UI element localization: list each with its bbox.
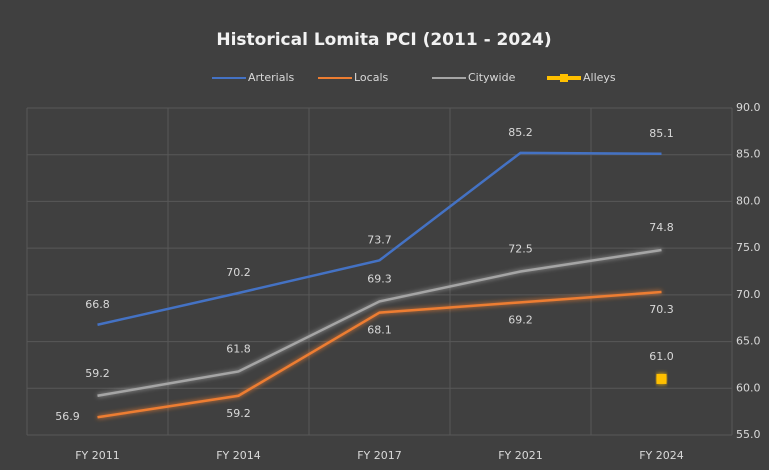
series-line bbox=[97, 290, 662, 419]
data-label: 70.2 bbox=[226, 266, 251, 279]
data-label: 61.8 bbox=[226, 342, 251, 355]
data-label: 72.5 bbox=[508, 243, 533, 256]
data-label: 61.0 bbox=[649, 350, 674, 363]
data-label: 74.8 bbox=[649, 221, 674, 234]
data-label: 59.2 bbox=[226, 407, 251, 420]
legend-label: Locals bbox=[354, 71, 389, 84]
series-line bbox=[97, 151, 662, 326]
series-line bbox=[97, 248, 662, 397]
data-label: 69.3 bbox=[367, 272, 392, 285]
data-label: 59.2 bbox=[85, 367, 110, 380]
y-tick-label: 85.0 bbox=[736, 148, 761, 161]
y-tick-label: 90.0 bbox=[736, 101, 761, 114]
chart-title: Historical Lomita PCI (2011 - 2024) bbox=[216, 30, 551, 50]
data-label: 56.9 bbox=[55, 410, 80, 423]
x-tick-label: FY 2021 bbox=[498, 449, 543, 462]
y-tick-label: 55.0 bbox=[736, 428, 761, 441]
x-tick-label: FY 2024 bbox=[639, 449, 684, 462]
data-label: 68.1 bbox=[367, 324, 392, 337]
marker bbox=[656, 373, 667, 384]
x-tick-label: FY 2017 bbox=[357, 449, 402, 462]
data-label: 85.1 bbox=[649, 127, 674, 140]
data-label: 85.2 bbox=[508, 126, 533, 139]
legend-label: Alleys bbox=[583, 71, 616, 84]
x-tick-label: FY 2014 bbox=[216, 449, 261, 462]
legend-label: Arterials bbox=[248, 71, 295, 84]
y-tick-label: 80.0 bbox=[736, 194, 761, 207]
y-tick-label: 70.0 bbox=[736, 288, 761, 301]
y-tick-label: 60.0 bbox=[736, 381, 761, 394]
legend-marker bbox=[560, 74, 568, 82]
data-label: 73.7 bbox=[367, 233, 392, 246]
x-tick-label: FY 2011 bbox=[75, 449, 120, 462]
y-tick-label: 65.0 bbox=[736, 335, 761, 348]
legend-label: Citywide bbox=[468, 71, 516, 84]
data-label: 66.8 bbox=[85, 298, 110, 311]
y-tick-label: 75.0 bbox=[736, 241, 761, 254]
data-label: 70.3 bbox=[649, 303, 674, 316]
data-label: 69.2 bbox=[508, 313, 533, 326]
